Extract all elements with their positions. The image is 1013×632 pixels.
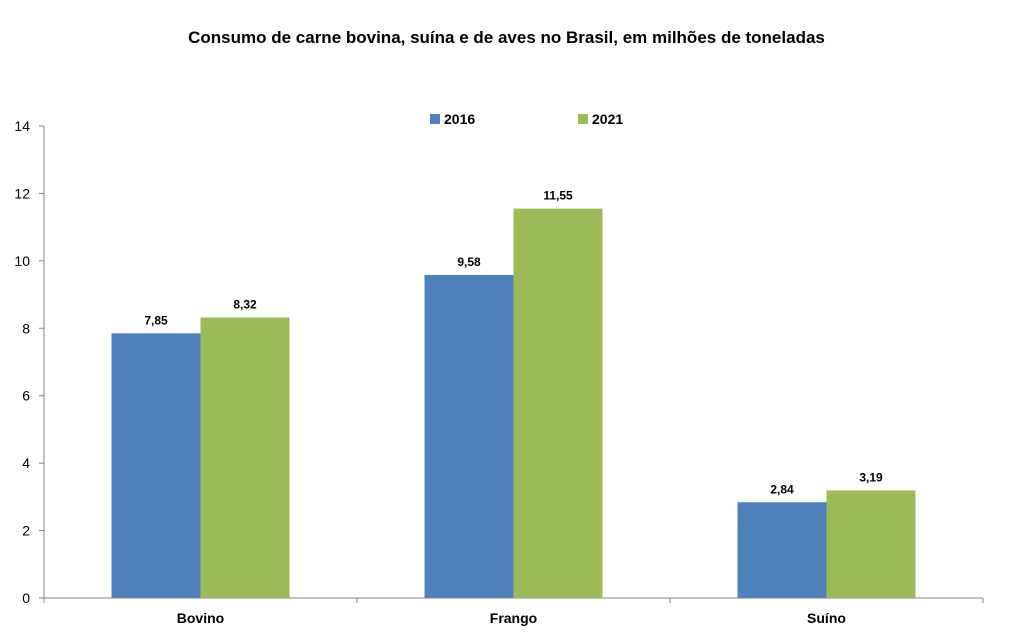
- bars: 7,85 8,32 9,58 11,55 2,84 3,19: [111, 189, 916, 598]
- bar-2021-suíno: [826, 490, 916, 598]
- bar-2016-bovino: [111, 333, 201, 598]
- y-tick-label: 12: [14, 185, 30, 201]
- legend-swatch-2021: [578, 114, 588, 124]
- legend-label: 2016: [444, 111, 475, 127]
- x-category-label: Frango: [490, 610, 537, 626]
- y-tick-label: 4: [22, 455, 30, 471]
- legend: 2016 2021: [430, 111, 623, 127]
- bar-2016-frango: [424, 275, 514, 598]
- bar-2021-bovino: [200, 317, 290, 598]
- x-category-label: Suíno: [807, 610, 846, 626]
- legend-label: 2021: [592, 111, 623, 127]
- data-label: 9,58: [457, 255, 481, 269]
- legend-swatch-2016: [430, 114, 440, 124]
- y-tick-label: 0: [22, 590, 30, 606]
- data-label: 8,32: [233, 297, 257, 311]
- data-label: 2,84: [770, 482, 794, 496]
- chart-title: Consumo de carne bovina, suína e de aves…: [188, 28, 825, 47]
- x-category-label: Bovino: [177, 610, 224, 626]
- y-tick-label: 10: [14, 253, 30, 269]
- data-label: 11,55: [543, 189, 573, 203]
- y-tick-label: 14: [14, 118, 30, 134]
- data-label: 7,85: [144, 313, 168, 327]
- bar-2021-frango: [513, 208, 603, 598]
- y-tick-label: 2: [22, 523, 30, 539]
- data-label: 3,19: [859, 470, 883, 484]
- bar-2016-suíno: [737, 502, 827, 598]
- y-tick-label: 6: [22, 388, 30, 404]
- y-tick-label: 8: [22, 320, 30, 336]
